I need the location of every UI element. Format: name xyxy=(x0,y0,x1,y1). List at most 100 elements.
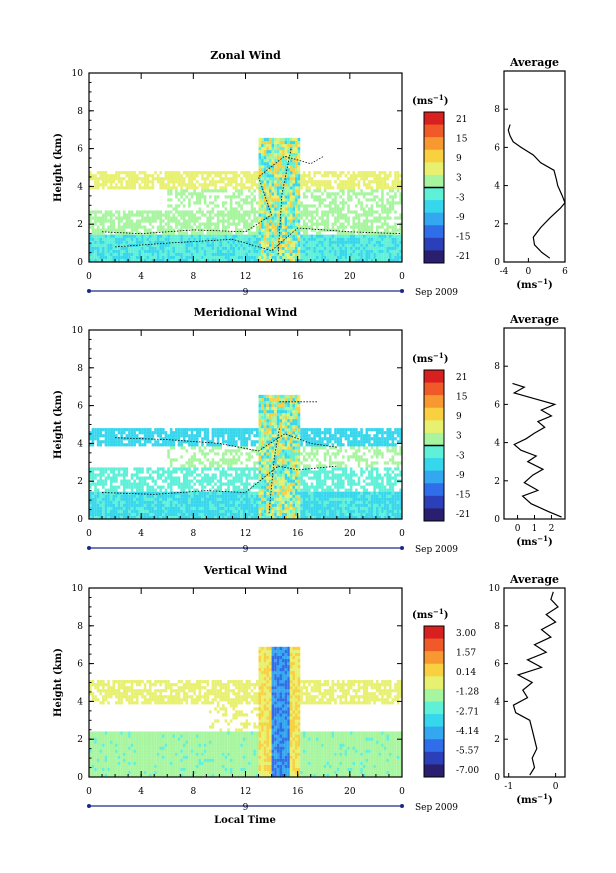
heatmap-cell xyxy=(164,509,168,513)
heatmap-cell xyxy=(339,237,342,241)
heatmap-cell xyxy=(227,497,230,501)
heatmap-cell xyxy=(208,213,212,217)
heatmap-cell xyxy=(284,397,288,402)
heatmap-cell xyxy=(138,213,142,217)
heatmap-cell xyxy=(151,183,155,187)
heatmap-cell xyxy=(268,225,272,229)
heatmap-cell xyxy=(120,240,123,244)
heatmap-cell xyxy=(342,240,345,244)
heatmap-cell xyxy=(115,234,118,238)
heatmap-cell xyxy=(190,464,194,468)
heatmap-cell xyxy=(282,228,285,232)
heatmap-cell xyxy=(193,443,196,447)
heatmap-cell xyxy=(185,234,189,238)
heatmap-cell xyxy=(399,174,402,178)
heatmap-cell xyxy=(282,249,285,253)
heatmap-cell xyxy=(396,183,400,187)
heatmap-cell xyxy=(344,183,348,187)
heatmap-cell xyxy=(172,246,176,250)
heatmap-cell xyxy=(261,440,264,444)
heatmap-cell xyxy=(391,240,395,244)
heatmap-cell xyxy=(190,171,194,175)
heatmap-cell xyxy=(107,180,110,184)
heatmap-cell xyxy=(302,237,306,241)
heatmap-cell xyxy=(266,500,269,504)
heatmap-cell xyxy=(279,485,283,489)
heatmap-cell xyxy=(216,246,220,250)
heatmap-cell xyxy=(190,231,194,235)
heatmap-cell xyxy=(386,243,389,247)
heatmap-cell xyxy=(227,216,230,220)
heatmap-cell xyxy=(120,443,123,447)
colorbar-swatch xyxy=(424,250,444,264)
date-axis-start xyxy=(87,289,91,293)
heatmap-cell xyxy=(125,437,129,441)
heatmap-cell xyxy=(339,210,342,214)
heatmap-cell xyxy=(138,479,142,483)
heatmap-cell xyxy=(276,192,280,196)
heatmap-cell xyxy=(370,258,374,262)
heatmap-cell xyxy=(375,210,379,214)
heatmap-cell xyxy=(271,452,275,456)
heatmap-cell xyxy=(227,183,230,187)
heatmap-cell xyxy=(232,449,236,453)
heatmap-cell xyxy=(289,159,293,163)
heatmap-cell xyxy=(122,482,126,486)
heatmap-cell xyxy=(248,491,251,495)
heatmap-cell xyxy=(104,479,108,483)
heatmap-cell xyxy=(96,503,100,507)
heatmap-cell xyxy=(154,431,157,435)
heatmap-cell xyxy=(297,225,301,229)
average-frame xyxy=(503,70,566,263)
heatmap-cell xyxy=(242,467,246,471)
heatmap-cell xyxy=(271,412,275,417)
heatmap-cell xyxy=(172,177,176,181)
heatmap-cell xyxy=(117,243,121,247)
heatmap-cell xyxy=(206,204,209,208)
heatmap-cell xyxy=(328,258,332,262)
heatmap-cell xyxy=(331,210,335,214)
heatmap-cell xyxy=(99,231,103,235)
heatmap-cell xyxy=(268,464,272,468)
heatmap-cell xyxy=(276,455,280,459)
heatmap-cell xyxy=(282,162,285,166)
heatmap-cell xyxy=(162,234,165,238)
heatmap-cell xyxy=(396,246,400,250)
heatmap-cell xyxy=(282,240,285,244)
heatmap-cell xyxy=(235,222,238,226)
heatmap-cell xyxy=(323,204,327,208)
heatmap-cell xyxy=(227,428,230,432)
heatmap-cell xyxy=(222,210,225,214)
heatmap-cell xyxy=(370,222,374,226)
heatmap-cell xyxy=(342,252,345,256)
heatmap-cell xyxy=(141,171,144,175)
heatmap-cell xyxy=(180,252,183,256)
heatmap-cell xyxy=(154,497,157,501)
heatmap-cell xyxy=(344,225,348,229)
heatmap-cell xyxy=(360,204,363,208)
heatmap-cell xyxy=(352,189,356,193)
heatmap-cell xyxy=(222,186,225,190)
heatmap-cell xyxy=(300,174,303,178)
heatmap-cell xyxy=(154,470,157,474)
heatmap-cell xyxy=(310,222,314,226)
heatmap-cell xyxy=(109,482,113,486)
heatmap-cell xyxy=(135,494,139,498)
heatmap-cell xyxy=(266,195,269,199)
heatmap-cell xyxy=(229,506,233,510)
heatmap-cell xyxy=(122,473,126,477)
heatmap-cell xyxy=(258,425,262,429)
heatmap-cell xyxy=(190,225,194,229)
heatmap-cell xyxy=(263,428,267,432)
heatmap-cell xyxy=(263,416,267,420)
heatmap-cell xyxy=(151,509,155,513)
heatmap-cell xyxy=(396,201,400,205)
heatmap-cell xyxy=(292,146,296,151)
heatmap-cell xyxy=(370,198,374,202)
heatmap-cell xyxy=(146,500,149,504)
heatmap-cell xyxy=(133,512,136,516)
heatmap-cell xyxy=(109,216,113,220)
heatmap-cell xyxy=(156,491,160,495)
heatmap-cell xyxy=(164,443,168,447)
heatmap-cell xyxy=(253,467,256,471)
